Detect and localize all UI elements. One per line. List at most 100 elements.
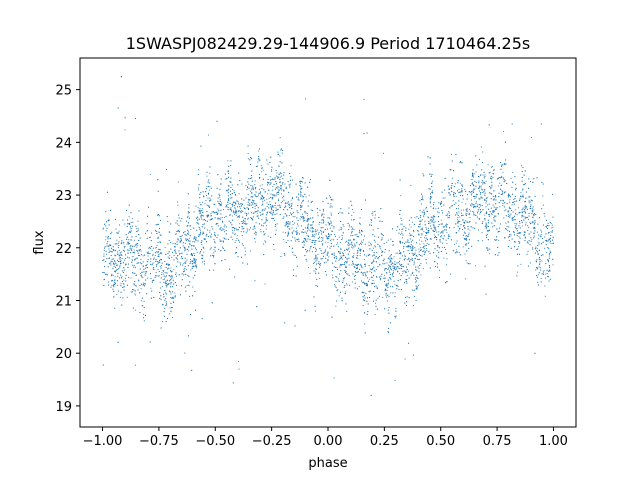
data-point (247, 193, 249, 195)
data-point (530, 231, 532, 233)
data-point (469, 217, 471, 219)
data-point (447, 213, 449, 215)
data-point (261, 187, 263, 190)
data-point (412, 247, 414, 249)
data-point (288, 201, 290, 203)
data-point (197, 169, 200, 171)
data-point (193, 211, 195, 213)
data-point (468, 232, 470, 234)
data-point (438, 269, 441, 271)
data-point (152, 255, 154, 257)
data-point (526, 253, 528, 255)
data-point (398, 228, 400, 231)
data-point (255, 195, 257, 198)
data-point (260, 165, 262, 167)
data-point (466, 198, 468, 200)
data-point (184, 249, 186, 251)
data-point (415, 288, 417, 290)
data-point (514, 198, 516, 200)
data-point (313, 270, 315, 272)
data-point (311, 231, 313, 233)
data-point (240, 211, 242, 213)
data-point (279, 137, 281, 139)
data-point (361, 243, 363, 245)
data-point (132, 266, 134, 268)
data-point (121, 254, 123, 256)
data-point (322, 200, 324, 202)
data-point (465, 213, 467, 215)
data-point (482, 161, 484, 164)
data-point (155, 272, 157, 274)
data-point (168, 240, 170, 242)
data-point (308, 194, 310, 196)
data-point (266, 225, 268, 227)
data-point (477, 209, 479, 211)
data-point (311, 235, 313, 237)
data-point (390, 257, 392, 259)
data-point (341, 300, 343, 302)
data-point (415, 277, 417, 279)
data-point (282, 149, 284, 151)
data-point (484, 192, 486, 194)
data-point (269, 201, 271, 203)
data-point (157, 231, 159, 233)
data-point (418, 239, 421, 241)
data-point (278, 186, 280, 188)
data-point (552, 264, 554, 266)
data-point (203, 251, 205, 253)
data-point (160, 264, 163, 266)
data-point (479, 198, 481, 200)
data-point (318, 240, 320, 242)
data-point (201, 226, 203, 228)
data-point (527, 250, 529, 252)
data-point (121, 276, 123, 278)
data-point (226, 205, 228, 207)
data-point (502, 202, 504, 205)
data-point (390, 259, 392, 262)
data-point (187, 193, 189, 195)
data-point (306, 212, 309, 214)
data-point (478, 218, 480, 220)
data-point (107, 245, 110, 247)
data-point (250, 175, 253, 177)
data-point (107, 238, 109, 240)
data-point (287, 231, 289, 233)
data-point (279, 204, 281, 206)
data-point (258, 194, 260, 196)
data-point (175, 233, 177, 235)
data-point (363, 281, 365, 283)
data-point (241, 228, 243, 230)
data-point (463, 231, 465, 233)
data-point (312, 222, 314, 224)
data-point (301, 181, 303, 183)
data-point (118, 230, 120, 232)
data-point (350, 200, 352, 202)
data-point (481, 232, 483, 234)
data-point (247, 218, 249, 220)
data-point (296, 230, 298, 232)
data-point (453, 203, 455, 206)
data-point (208, 189, 210, 191)
data-point (412, 354, 415, 356)
data-point (233, 212, 235, 214)
data-point (171, 306, 174, 308)
data-point (423, 243, 425, 245)
data-point (380, 208, 382, 210)
data-point (339, 251, 341, 253)
data-point (192, 238, 194, 240)
data-point (381, 220, 383, 223)
data-point (453, 227, 455, 229)
data-point (318, 233, 320, 235)
data-point (219, 195, 221, 197)
data-point (134, 272, 136, 274)
data-point (110, 264, 112, 266)
data-point (391, 258, 393, 260)
data-point (127, 239, 129, 241)
data-point (409, 232, 411, 234)
data-point (247, 207, 249, 209)
data-point (219, 205, 222, 207)
data-point (526, 207, 528, 209)
data-point (254, 206, 256, 208)
data-point (316, 259, 318, 261)
